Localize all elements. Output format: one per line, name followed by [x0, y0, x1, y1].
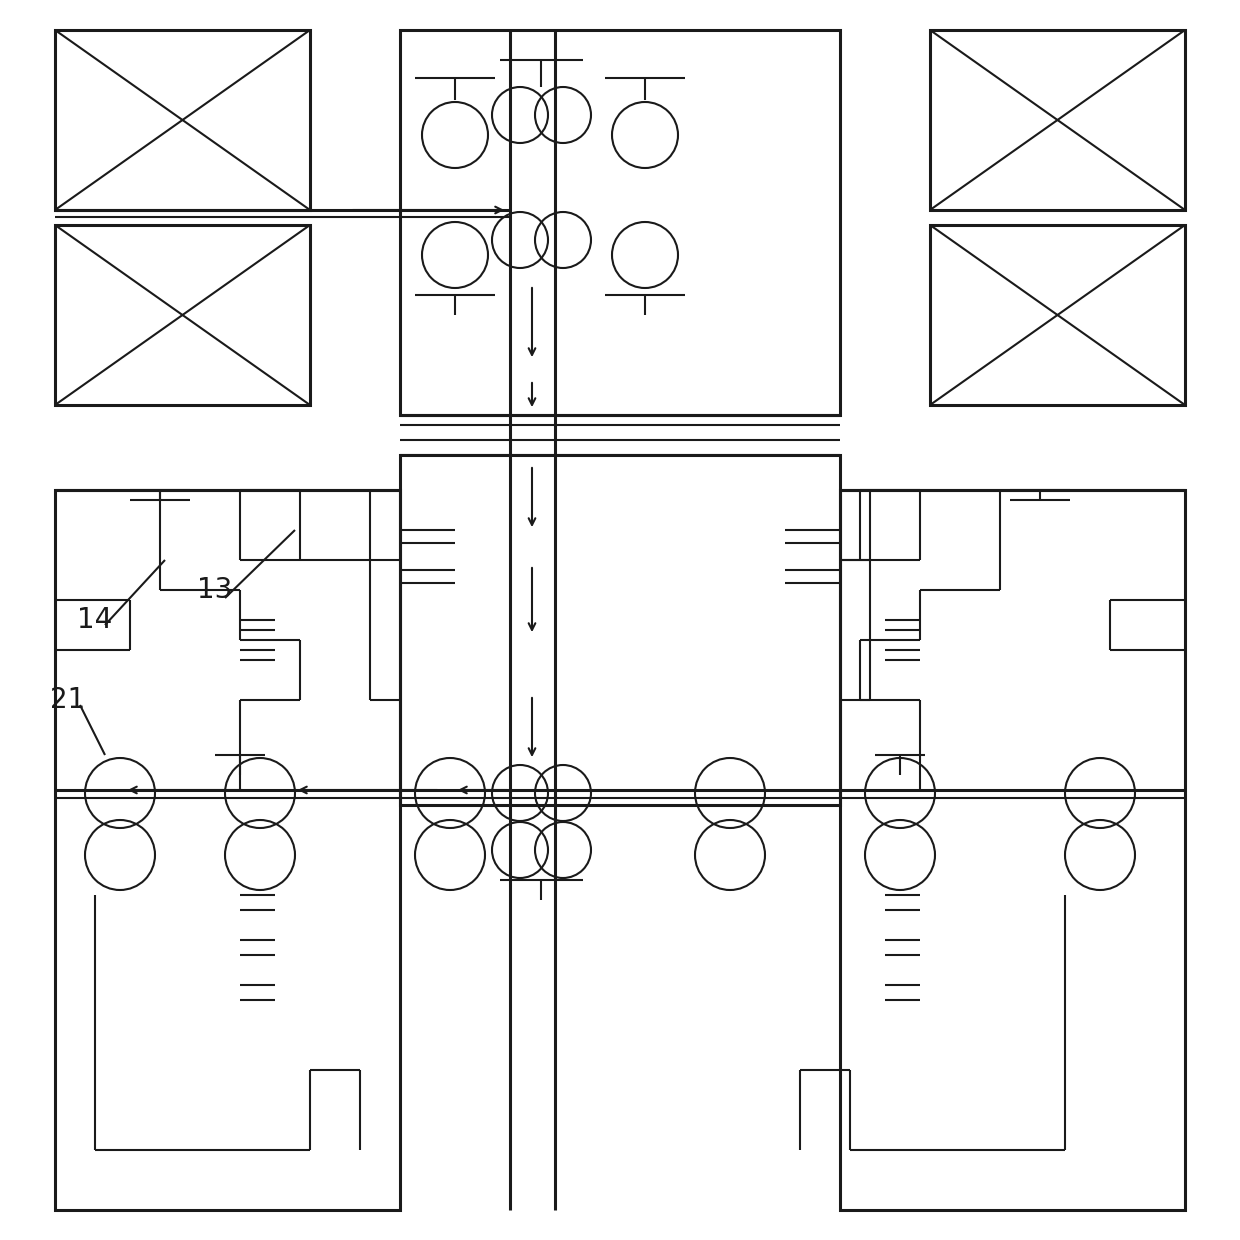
Bar — [55, 224, 310, 405]
Bar — [401, 455, 839, 805]
Bar — [55, 490, 401, 1210]
Text: 13: 13 — [197, 577, 233, 604]
Text: 21: 21 — [51, 686, 86, 714]
Text: 14: 14 — [77, 606, 113, 634]
Bar — [401, 30, 839, 415]
Bar — [930, 30, 1185, 210]
Bar — [930, 224, 1185, 405]
Bar — [839, 490, 1185, 1210]
Bar — [55, 30, 310, 210]
